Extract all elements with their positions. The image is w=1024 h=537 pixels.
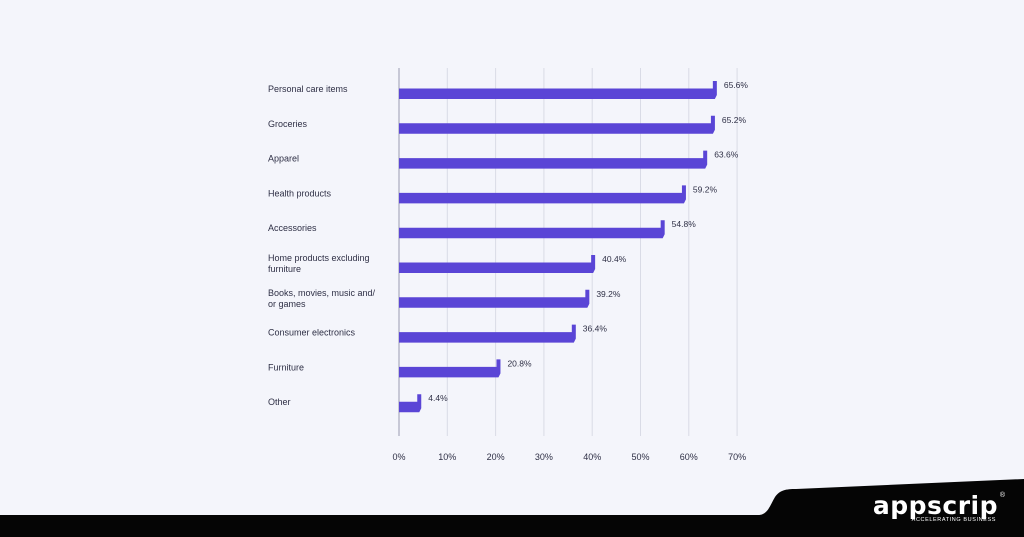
footer-band-shape	[0, 479, 1024, 537]
brand-logo: appscrip ® ACCELERATING BUSINESS	[873, 493, 998, 523]
brand-registered-mark: ®	[1000, 492, 1005, 499]
brand-name: appscrip	[873, 493, 998, 519]
